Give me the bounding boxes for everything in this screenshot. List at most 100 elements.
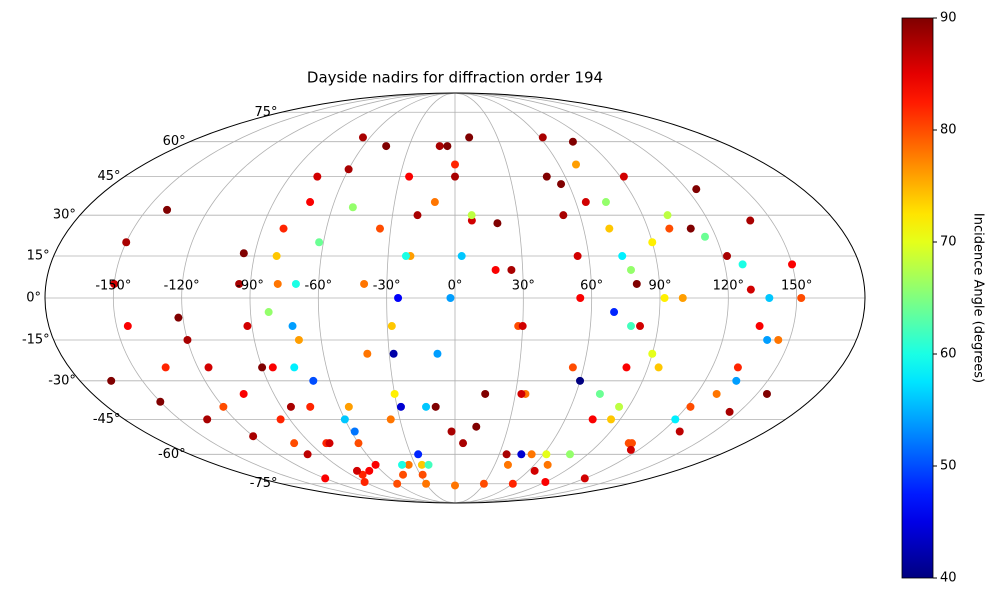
data-point [443, 142, 452, 151]
map-boundary [44, 92, 866, 504]
x-tick-label: 60° [580, 279, 603, 294]
data-point [405, 172, 414, 181]
data-point [542, 172, 551, 181]
data-point [204, 363, 213, 372]
data-point [518, 322, 527, 331]
data-point [479, 479, 488, 488]
data-point [264, 308, 273, 317]
data-point [350, 427, 359, 436]
y-tick-label: 75° [254, 105, 277, 120]
grid [45, 92, 865, 504]
data-point [503, 460, 512, 469]
y-tick-label: 30° [53, 208, 76, 223]
grid-line [112, 92, 456, 504]
data-point [348, 203, 357, 212]
data-point [576, 376, 585, 385]
colorbar [901, 17, 934, 579]
x-tick-label: 150° [781, 279, 812, 294]
data-point [459, 439, 468, 448]
x-tick-label: -120° [164, 279, 200, 294]
x-tick-label: -150° [95, 279, 131, 294]
grid-line [249, 92, 456, 504]
data-point [344, 165, 353, 174]
colorbar-tick-label: 60 [940, 347, 957, 362]
grid-line [454, 92, 729, 504]
data-point [422, 479, 431, 488]
y-tick-label: 0° [26, 291, 41, 306]
data-point [451, 481, 459, 490]
data-point [700, 232, 709, 241]
data-point [472, 422, 481, 431]
data-point [122, 238, 131, 247]
data-point [595, 389, 604, 398]
data-point [686, 402, 695, 411]
data-point [626, 322, 635, 331]
data-points [107, 133, 806, 490]
data-point [340, 415, 349, 424]
data-point [725, 407, 734, 416]
data-point [671, 415, 680, 424]
data-point [607, 415, 616, 424]
data-point [258, 363, 267, 372]
data-point [371, 460, 380, 469]
data-point [626, 445, 635, 454]
data-point [797, 294, 806, 302]
grid-line [454, 92, 524, 504]
data-point [344, 402, 353, 411]
data-point [268, 363, 277, 372]
data-point [365, 466, 374, 475]
data-point [765, 294, 774, 302]
x-tick-label: -90° [236, 279, 264, 294]
data-point [107, 376, 116, 385]
y-tick-label: -60° [158, 447, 186, 462]
data-point [517, 450, 526, 459]
data-point [393, 479, 402, 488]
x-tick-label: 90° [648, 279, 671, 294]
data-point [375, 224, 384, 233]
data-point [123, 322, 132, 331]
data-point [363, 349, 372, 358]
data-point [219, 402, 228, 411]
data-point [306, 198, 315, 207]
data-point [286, 402, 295, 411]
data-point [404, 460, 413, 469]
data-point [686, 224, 695, 233]
data-point [663, 211, 672, 220]
data-point [435, 142, 444, 151]
data-point [353, 466, 362, 475]
grid-line [386, 92, 456, 504]
y-tick-label: 60° [163, 134, 186, 149]
data-point [413, 211, 422, 220]
data-point [675, 427, 684, 436]
data-point [430, 198, 439, 207]
grid-line [181, 92, 456, 504]
data-point [294, 335, 303, 344]
data-point [738, 260, 747, 269]
data-point [581, 198, 590, 207]
data-point [627, 439, 636, 448]
data-point [746, 285, 755, 294]
data-point [387, 322, 396, 331]
data-point [309, 376, 318, 385]
data-point [163, 205, 172, 214]
data-point [354, 439, 363, 448]
x-tick-label: 30° [512, 279, 535, 294]
data-point [665, 224, 674, 233]
data-point [451, 172, 459, 181]
data-point [491, 265, 500, 274]
data-point [465, 133, 474, 142]
data-point [619, 172, 628, 181]
data-point [156, 397, 165, 406]
data-point [390, 389, 399, 398]
data-point [559, 211, 568, 220]
data-point [632, 279, 641, 288]
data-point [626, 265, 635, 274]
colorbar-tick-label: 40 [940, 571, 957, 586]
data-point [424, 460, 433, 469]
data-point [654, 363, 663, 372]
data-point [712, 389, 721, 398]
data-point [325, 439, 334, 448]
y-tick-label: -15° [22, 332, 50, 347]
